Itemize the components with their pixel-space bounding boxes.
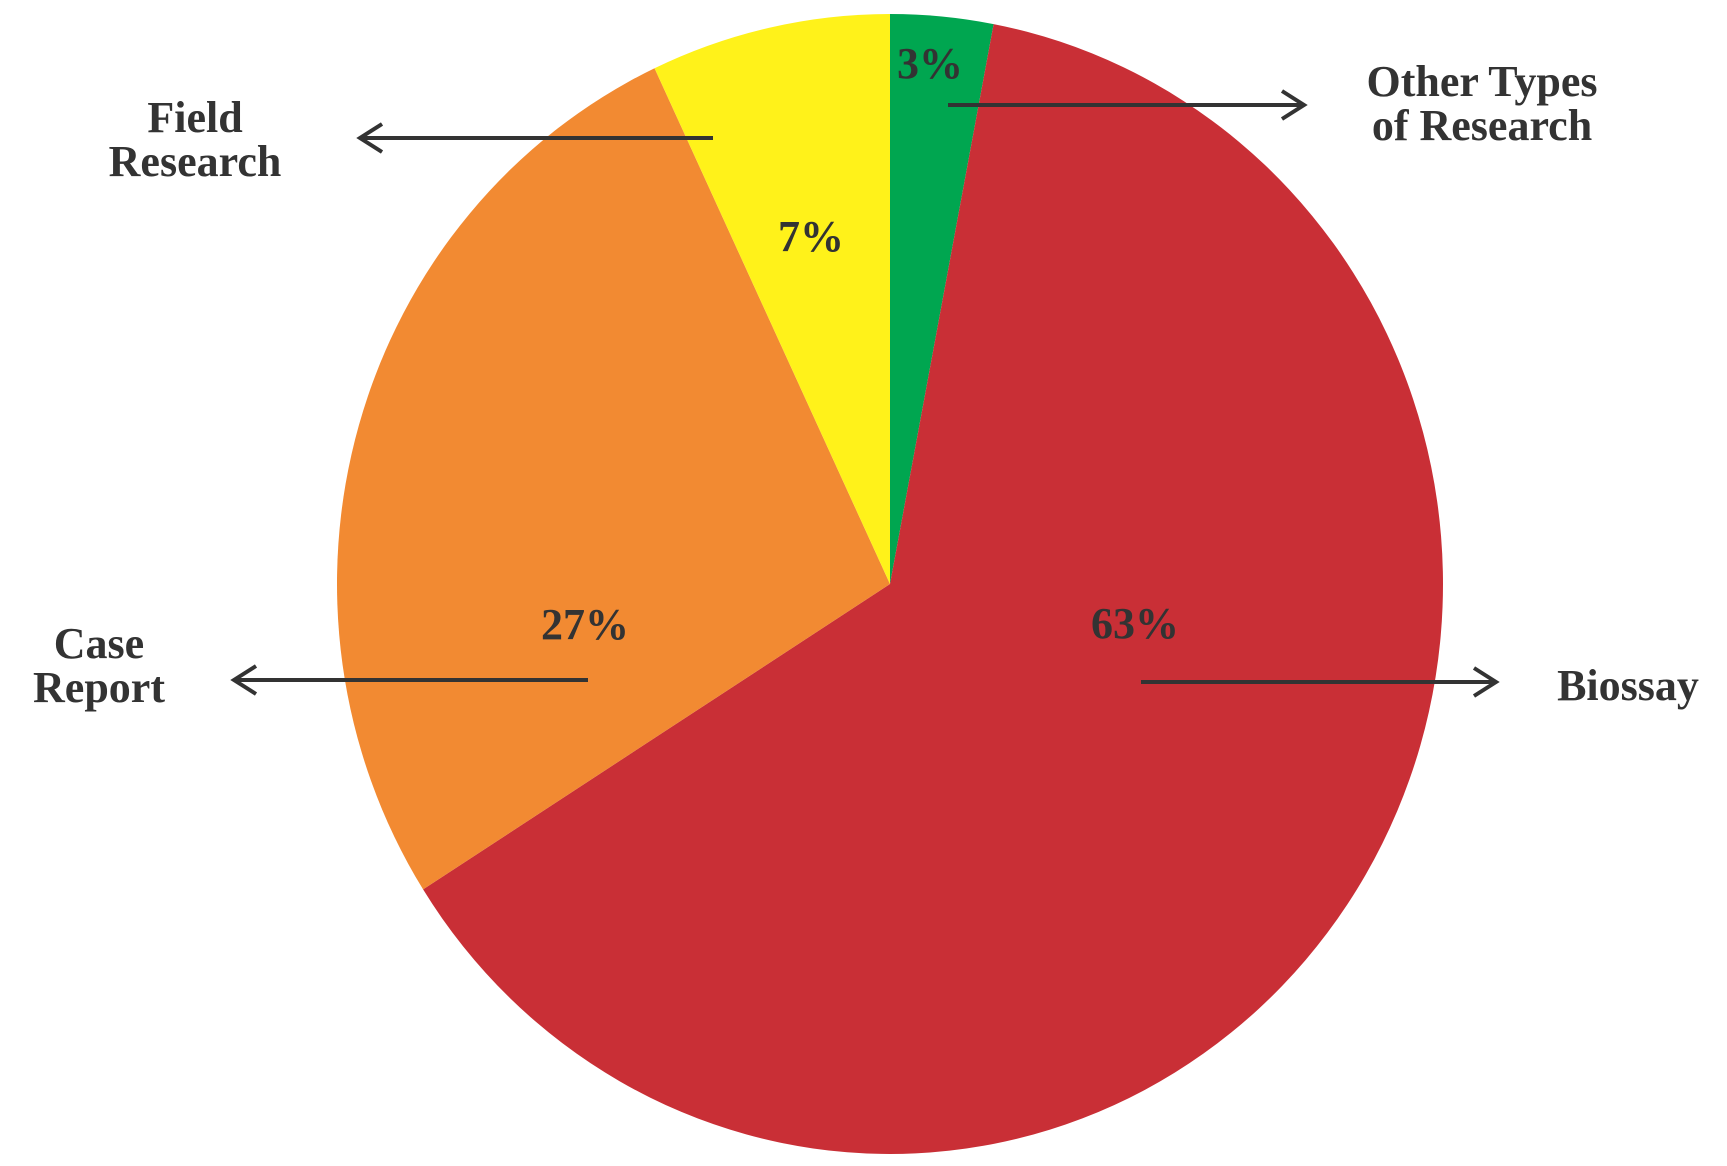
category-label: Field Research bbox=[108, 93, 282, 186]
value-label: 7% bbox=[778, 212, 844, 261]
leader-arrow bbox=[230, 664, 588, 696]
category-label: Biossay bbox=[1557, 661, 1699, 710]
category-label: Case Report bbox=[33, 619, 165, 712]
value-label: 63% bbox=[1091, 599, 1179, 648]
category-label: Other Types of Research bbox=[1366, 57, 1598, 150]
pie-slice bbox=[890, 14, 994, 584]
value-label: 27% bbox=[541, 600, 629, 649]
pie-slice bbox=[423, 24, 1443, 1154]
pie-slice bbox=[337, 68, 891, 890]
pie-slice bbox=[654, 14, 890, 584]
value-label: 3% bbox=[897, 39, 963, 88]
leader-arrow bbox=[1141, 666, 1500, 698]
leader-arrow bbox=[948, 89, 1308, 121]
leader-arrow bbox=[356, 122, 713, 154]
